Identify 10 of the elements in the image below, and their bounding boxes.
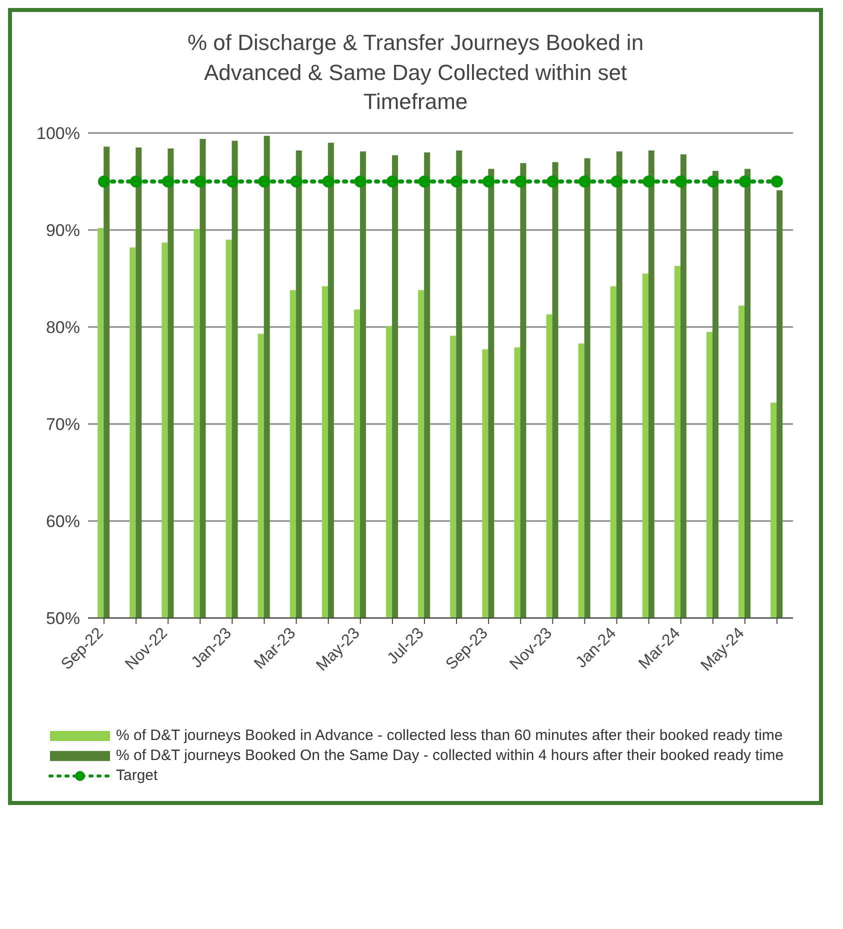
- chart-title: % of Discharge & Transfer Journeys Booked in Advanced & Same Day Collected within set Timeframe: [186, 29, 645, 116]
- legend-label: Target: [116, 767, 158, 784]
- legend-label: % of D&T journeys Booked On the Same Day - collected within 4 hours after their booked ready time: [116, 747, 784, 764]
- y-tick-label: 100%: [36, 124, 80, 144]
- y-tick-label: 80%: [46, 318, 80, 338]
- y-tick-label: 90%: [46, 221, 80, 240]
- y-tick-label: 60%: [46, 512, 80, 532]
- y-tick-label: 70%: [46, 415, 80, 434]
- y-tick-label: 50%: [46, 609, 80, 628]
- legend-label: % of D&T journeys Booked in Advance - collected less than 60 minutes after their booked ready time: [116, 727, 783, 744]
